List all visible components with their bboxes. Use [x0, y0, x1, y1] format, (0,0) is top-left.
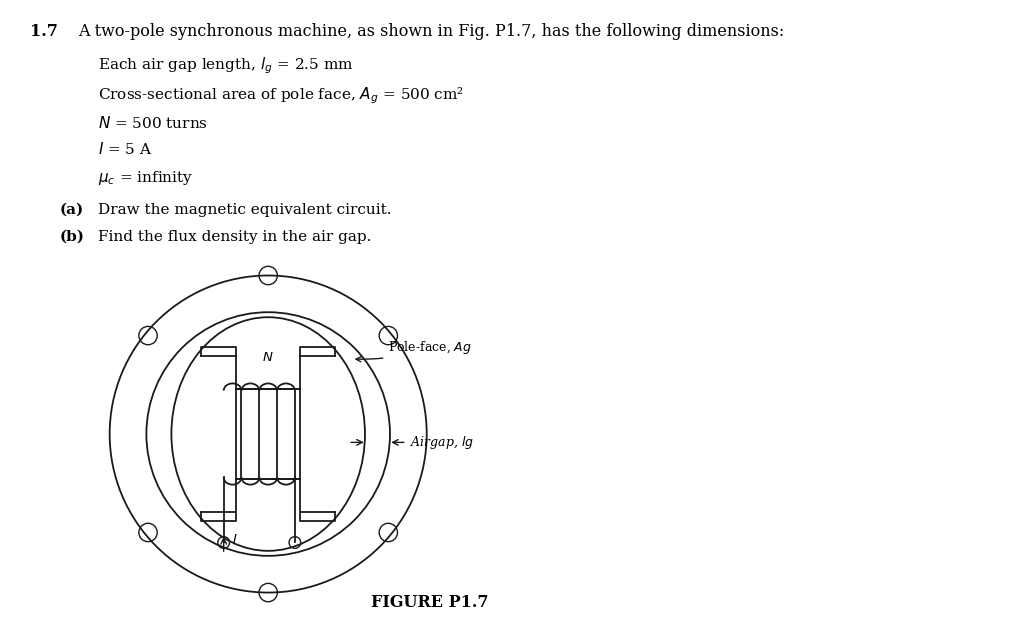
Text: 1.7: 1.7 — [30, 23, 58, 40]
Text: (a): (a) — [60, 203, 85, 217]
Text: $\mu_c$ = infinity: $\mu_c$ = infinity — [98, 169, 193, 187]
Text: (b): (b) — [60, 230, 85, 244]
Text: Pole-face, $Ag$: Pole-face, $Ag$ — [356, 339, 472, 362]
Text: $N$ = 500 turns: $N$ = 500 turns — [98, 115, 208, 131]
Text: Airgap, $lg$: Airgap, $lg$ — [410, 434, 474, 451]
Text: FIGURE P1.7: FIGURE P1.7 — [371, 594, 489, 611]
Text: Draw the magnetic equivalent circuit.: Draw the magnetic equivalent circuit. — [98, 203, 392, 217]
Text: Find the flux density in the air gap.: Find the flux density in the air gap. — [98, 230, 372, 244]
Text: $I$ = 5 A: $I$ = 5 A — [98, 141, 153, 157]
Text: A two-pole synchronous machine, as shown in Fig. P1.7, has the following dimensi: A two-pole synchronous machine, as shown… — [79, 23, 784, 40]
Text: $I$: $I$ — [232, 532, 238, 546]
Text: Each air gap length, $l_g$ = 2.5 mm: Each air gap length, $l_g$ = 2.5 mm — [98, 55, 353, 76]
Text: Cross-sectional area of pole face, $A_g$ = 500 cm²: Cross-sectional area of pole face, $A_g$… — [98, 85, 464, 105]
Text: $N$: $N$ — [262, 351, 274, 364]
